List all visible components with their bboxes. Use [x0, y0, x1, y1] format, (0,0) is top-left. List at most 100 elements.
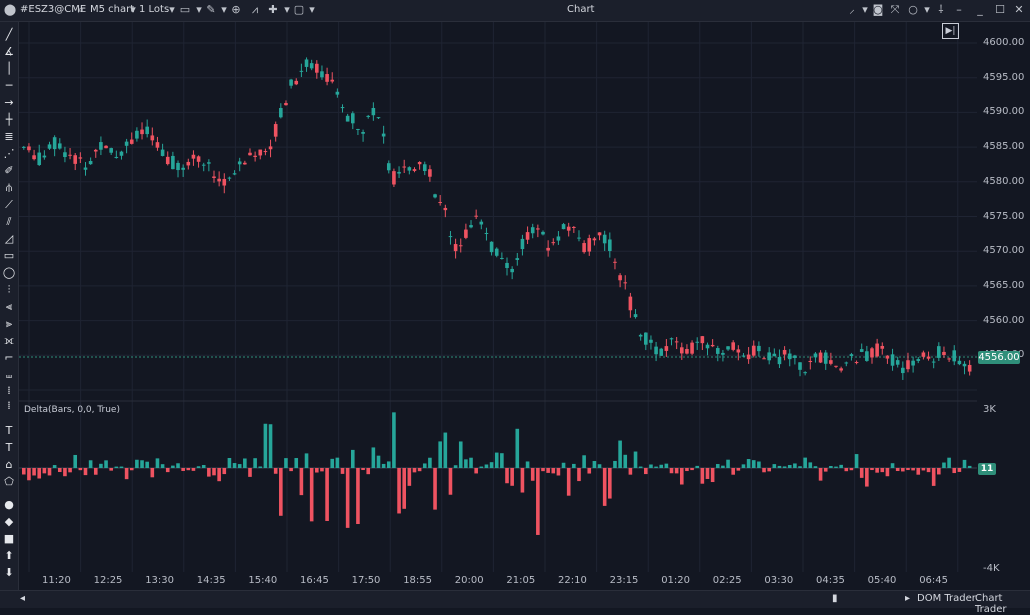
- window-title: Chart: [567, 4, 595, 15]
- fibonacci-icon[interactable]: ⫶: [7, 283, 11, 296]
- price-tick-label: 4580.00: [983, 175, 1025, 187]
- bar-style-icon[interactable]: ▭: [179, 3, 191, 16]
- candle-body: [690, 342, 694, 354]
- delta-bar: [227, 458, 232, 468]
- vertical-line-icon[interactable]: │: [5, 62, 13, 75]
- lots-selector[interactable]: 1 Lots: [139, 4, 170, 15]
- chevron-down-icon[interactable]: ▾: [221, 3, 227, 16]
- candle-body: [556, 236, 561, 241]
- delta-bar: [721, 465, 725, 468]
- ellipse-icon[interactable]: ◯: [2, 266, 16, 279]
- delta-bar: [741, 464, 746, 468]
- candlestick-chart[interactable]: [19, 22, 977, 590]
- tag-icon[interactable]: ⬠: [4, 475, 14, 488]
- candle-body: [644, 332, 648, 345]
- link-icon[interactable]: ⸸: [938, 3, 944, 16]
- indicators-icon[interactable]: ⩘: [251, 3, 259, 16]
- dom-trader-button[interactable]: DOM Trader: [917, 593, 976, 604]
- camera-icon[interactable]: ◙: [872, 3, 884, 16]
- fib-levels-icon[interactable]: ⫷: [5, 300, 13, 313]
- text-tool-icon[interactable]: T: [5, 441, 13, 454]
- delta-bar: [937, 468, 941, 475]
- delta-bar: [484, 464, 489, 468]
- candle-body: [289, 79, 293, 86]
- delta-bar: [515, 428, 520, 468]
- chevron-down-icon[interactable]: ▾: [862, 3, 868, 16]
- chart-trader-button[interactable]: Chart Trader: [975, 593, 1007, 615]
- chevron-down-icon[interactable]: ▾: [130, 3, 136, 16]
- maximize-icon[interactable]: ☐: [995, 3, 1005, 16]
- scroll-right-icon[interactable]: ▸: [905, 593, 911, 604]
- fork-icon[interactable]: ⫛: [5, 181, 13, 194]
- pencil-icon[interactable]: ✎: [206, 3, 216, 16]
- label-icon[interactable]: ⌂: [5, 458, 13, 471]
- parallel-lines-icon[interactable]: ≣: [4, 130, 14, 143]
- rectangle-icon[interactable]: ▭: [3, 249, 15, 262]
- candle-body: [669, 338, 674, 340]
- chevron-down-icon[interactable]: ▾: [284, 3, 290, 16]
- chevron-down-icon[interactable]: ▾: [169, 3, 175, 16]
- zoom-icon[interactable]: ⊕: [231, 3, 241, 16]
- pin-icon[interactable]: ⸝: [849, 3, 855, 16]
- step-icon[interactable]: ⌐: [4, 351, 14, 364]
- minimize-window-icon[interactable]: _: [977, 3, 983, 16]
- time-tick-label: 13:30: [145, 575, 175, 586]
- cross-hatch-icon[interactable]: ⧢: [6, 368, 12, 381]
- gann-icon[interactable]: ⫸: [5, 317, 13, 330]
- template-icon[interactable]: ▢: [293, 3, 305, 16]
- price-axis[interactable]: 4600.00 4595.00 4590.00 4585.00 4580.00 4575.…: [977, 22, 1030, 590]
- drawing-toolbar: ╱ ∡ │ ─ → ┼ ≣ ⋰ ✐ ⫛ ⟋ ⫽ ◿ ▭ ◯ ⫶ ⫷ ⫸ ⟗ ⌐ …: [0, 22, 19, 590]
- channel-icon[interactable]: ⫽: [6, 215, 12, 228]
- ray-icon[interactable]: ⋰: [3, 147, 15, 160]
- minimize-icon[interactable]: –: [956, 3, 962, 16]
- time-tick-label: 16:45: [300, 575, 329, 586]
- delta-bar: [114, 466, 119, 468]
- delta-bar: [685, 468, 689, 472]
- fullscreen-icon[interactable]: ⤧: [890, 3, 900, 16]
- chevron-down-icon[interactable]: ▾: [196, 3, 202, 16]
- candle-body: [787, 353, 792, 360]
- chart-type-selector[interactable]: M5 chart: [90, 4, 135, 15]
- search-icon[interactable]: ⌕: [77, 3, 85, 16]
- chevron-down-icon[interactable]: ▾: [924, 3, 930, 16]
- time-axis[interactable]: 11:20 12:25 13:30 14:35 15:40 16:45 17:50 18:55…: [19, 573, 977, 589]
- delta-bar: [191, 468, 196, 471]
- delta-bar: [366, 468, 371, 475]
- arrow-down-icon[interactable]: ⬇: [4, 566, 14, 579]
- more-dots-icon[interactable]: ⁞: [7, 384, 11, 397]
- candle-body: [52, 137, 57, 150]
- circle-marker-icon[interactable]: ●: [4, 498, 14, 511]
- angle-tool-icon[interactable]: ∡: [4, 45, 14, 58]
- cross-line-icon[interactable]: ┼: [5, 113, 13, 126]
- diamond-marker-icon[interactable]: ◆: [4, 515, 14, 528]
- triangle-icon[interactable]: ◿: [4, 232, 14, 245]
- delta-bar: [479, 466, 484, 468]
- arrow-right-icon[interactable]: →: [4, 96, 14, 109]
- current-price-tag: 4556.00: [978, 351, 1020, 364]
- circle-icon[interactable]: ○: [908, 3, 918, 16]
- delta-bar: [649, 464, 653, 468]
- close-icon[interactable]: ✕: [1014, 3, 1024, 16]
- text-tool-icon[interactable]: T: [5, 424, 13, 437]
- candle-body: [767, 352, 771, 361]
- ruler-icon[interactable]: ⟋: [5, 198, 13, 211]
- scroll-left-icon[interactable]: ◂: [20, 593, 26, 604]
- candle-body: [191, 154, 196, 159]
- profile-icon[interactable]: ⟗: [4, 334, 14, 347]
- chart-canvas[interactable]: [19, 22, 977, 590]
- square-marker-icon[interactable]: ■: [3, 532, 15, 545]
- go-to-end-button[interactable]: ▶|: [942, 23, 959, 39]
- brush-icon[interactable]: ✐: [4, 164, 14, 177]
- delta-bar: [386, 461, 391, 468]
- crosshair-icon[interactable]: ✚: [268, 3, 278, 16]
- horizontal-line-icon[interactable]: ─: [5, 79, 13, 92]
- line-tool-icon[interactable]: ╱: [5, 28, 13, 41]
- more-dots-icon[interactable]: ⁞: [7, 399, 11, 412]
- symbol-selector[interactable]: #ESZ3@CME: [20, 4, 87, 15]
- candle-body: [464, 229, 468, 238]
- scrollbar-thumb[interactable]: ▮: [832, 593, 838, 604]
- chevron-down-icon[interactable]: ▾: [309, 3, 315, 16]
- candle-body: [443, 207, 448, 211]
- arrow-up-icon[interactable]: ⬆: [4, 549, 14, 562]
- candle-body: [911, 360, 915, 366]
